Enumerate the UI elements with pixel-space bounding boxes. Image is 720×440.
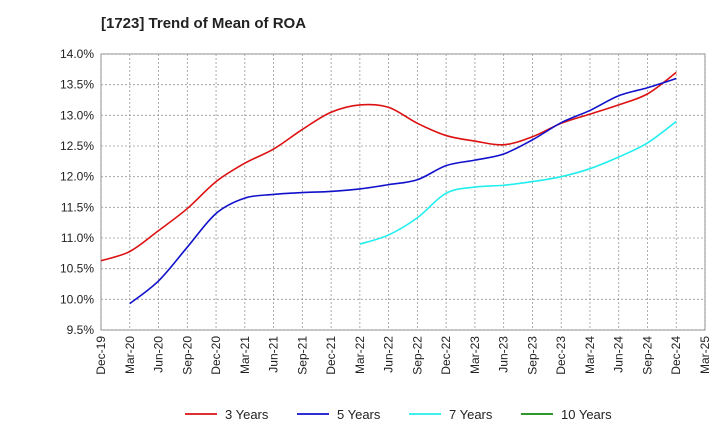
- x-tick-label: Mar-21: [238, 336, 252, 374]
- x-tick-label: Sep-21: [295, 336, 309, 375]
- y-tick-label: 12.5%: [60, 139, 94, 153]
- x-tick-label: Sep-23: [525, 336, 539, 375]
- x-tick-label: Dec-22: [439, 336, 453, 375]
- y-tick-label: 10.5%: [60, 262, 94, 276]
- x-tick-label: Jun-20: [152, 336, 166, 373]
- x-tick-label: Jun-21: [267, 336, 281, 373]
- y-tick-label: 14.0%: [60, 47, 94, 61]
- y-tick-label: 11.0%: [61, 231, 94, 245]
- x-tick-label: Dec-19: [94, 336, 108, 375]
- x-tick-label: Mar-24: [583, 336, 597, 374]
- x-tick-label: Mar-23: [468, 336, 482, 374]
- x-tick-label: Mar-20: [123, 336, 137, 374]
- x-tick-label: Sep-22: [410, 336, 424, 375]
- x-tick-label: Sep-20: [180, 336, 194, 375]
- y-tick-label: 12.0%: [60, 170, 94, 184]
- series-line-7-years: [359, 120, 677, 245]
- y-tick-label: 9.5%: [67, 323, 95, 337]
- legend-label-7-years: 7 Years: [449, 407, 493, 422]
- series-line-3-years: [100, 71, 677, 262]
- y-tick-label: 11.5%: [61, 200, 94, 214]
- x-tick-label: Mar-22: [353, 336, 367, 374]
- y-axis-ticks: 9.5% 10.0% 10.5% 11.0% 11.5% 12.0% 12.5% 13.0% 1…: [60, 47, 94, 337]
- x-tick-label: Dec-24: [669, 336, 683, 375]
- legend-label-10-years: 10 Years: [561, 407, 612, 422]
- series-layer: [100, 71, 677, 305]
- chart-title: [1723] Trend of Mean of ROA: [101, 15, 306, 32]
- x-axis-ticks: Dec-19 Mar-20 Jun-20 Sep-20 Dec-20 Mar-21 Jun-…: [94, 336, 712, 375]
- x-tick-label: Dec-23: [554, 336, 568, 375]
- legend-label-5-years: 5 Years: [337, 407, 381, 422]
- plot-frame: [100, 53, 706, 331]
- x-tick-label: Sep-24: [640, 336, 654, 375]
- x-tick-label: Jun-22: [382, 336, 396, 373]
- legend-label-3-years: 3 Years: [225, 407, 269, 422]
- x-tick-label: Dec-20: [209, 336, 223, 375]
- y-tick-label: 13.0%: [60, 108, 94, 122]
- x-tick-label: Mar-25: [698, 336, 712, 374]
- x-tick-label: Jun-24: [612, 336, 626, 373]
- series-line-5-years: [129, 77, 677, 305]
- y-tick-label: 10.0%: [60, 292, 94, 306]
- x-tick-label: Jun-23: [497, 336, 511, 373]
- x-tick-label: Dec-21: [324, 336, 338, 375]
- plot-area: [100, 53, 706, 331]
- legend: 3 Years 5 Years 7 Years 10 Years: [185, 407, 612, 422]
- y-tick-label: 13.5%: [60, 78, 94, 92]
